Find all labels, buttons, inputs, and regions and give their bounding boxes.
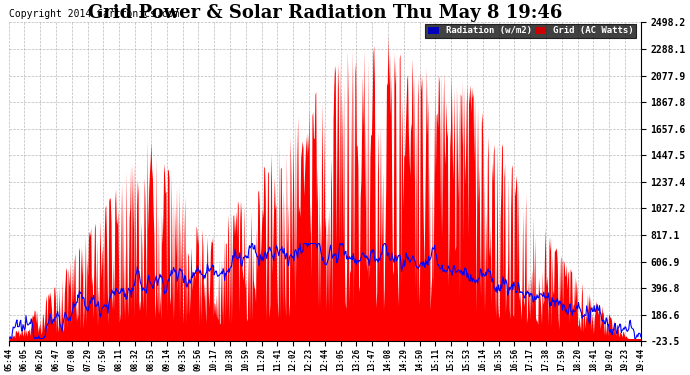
Text: Copyright 2014 Cartronics.com: Copyright 2014 Cartronics.com — [9, 9, 179, 19]
Title: Grid Power & Solar Radiation Thu May 8 19:46: Grid Power & Solar Radiation Thu May 8 1… — [88, 4, 562, 22]
Legend: Radiation (w/m2), Grid (AC Watts): Radiation (w/m2), Grid (AC Watts) — [426, 24, 636, 38]
